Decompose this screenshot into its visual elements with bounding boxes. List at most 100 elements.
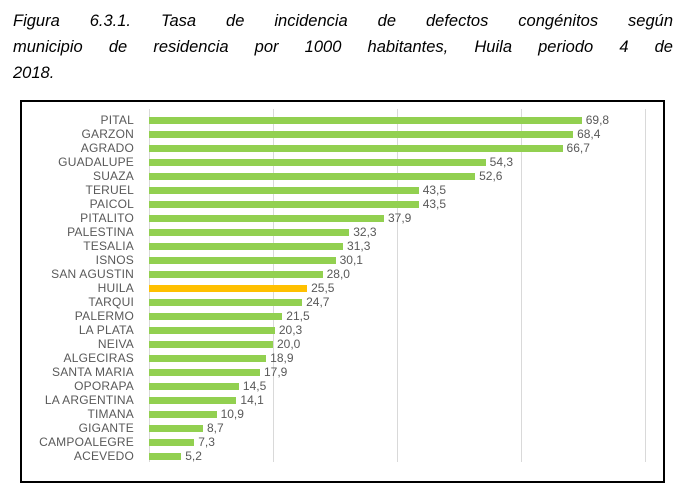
value-label: 54,3 bbox=[489, 155, 514, 169]
bar bbox=[149, 228, 350, 236]
bar bbox=[149, 214, 384, 222]
value-label: 31,3 bbox=[347, 239, 371, 253]
category-label: CAMPOALEGRE bbox=[39, 435, 134, 449]
chart-row: NEIVA 20,0 bbox=[22, 337, 663, 351]
chart-row: PITAL 69,8 bbox=[22, 113, 663, 127]
chart-row: PALERMO 21,5 bbox=[22, 309, 663, 323]
value-label: 5,2 bbox=[185, 449, 202, 463]
bar bbox=[149, 354, 267, 362]
value-label: 28,0 bbox=[326, 267, 350, 281]
category-label: PITAL bbox=[100, 113, 134, 127]
bar bbox=[149, 312, 283, 320]
value-label: 14,5 bbox=[242, 379, 267, 393]
bar bbox=[149, 396, 237, 404]
bar bbox=[149, 172, 476, 180]
bar bbox=[149, 186, 419, 194]
chart-row: CAMPOALEGRE 7,3 bbox=[22, 435, 663, 449]
value-label: 32,3 bbox=[353, 225, 377, 239]
value-label: 17,9 bbox=[263, 365, 288, 379]
chart-row: ALGECIRAS 18,9 bbox=[22, 351, 663, 365]
value-label: 7,3 bbox=[198, 435, 215, 449]
value-label: 20,0 bbox=[277, 337, 301, 351]
bar bbox=[149, 452, 182, 460]
chart-row: ISNOS 30,1 bbox=[22, 253, 663, 267]
chart-row: PAICOL 43,5 bbox=[22, 197, 663, 211]
chart-row: SANTA MARIA 17,9 bbox=[22, 365, 663, 379]
chart-row: PALESTINA 32,3 bbox=[22, 225, 663, 239]
bar bbox=[149, 368, 260, 376]
value-label: 20,3 bbox=[278, 323, 303, 337]
category-label: PAICOL bbox=[89, 197, 134, 211]
category-label: OPORAPA bbox=[74, 379, 134, 393]
category-label: ALGECIRAS bbox=[63, 351, 134, 365]
chart-row: LA ARGENTINA 14,1 bbox=[22, 393, 663, 407]
bar bbox=[149, 424, 203, 432]
bar bbox=[149, 256, 336, 264]
chart-row: GUADALUPE 54,3 bbox=[22, 155, 663, 169]
bar bbox=[149, 242, 344, 250]
bar bbox=[149, 270, 323, 278]
bar bbox=[149, 116, 582, 124]
category-label: TESALIA bbox=[83, 239, 134, 253]
category-label: HUILA bbox=[97, 281, 134, 295]
value-label: 43,5 bbox=[422, 197, 447, 211]
chart-row: TIMANA 10,9 bbox=[22, 407, 663, 421]
bar bbox=[149, 382, 239, 390]
bar bbox=[149, 438, 195, 446]
value-label: 69,8 bbox=[585, 113, 610, 127]
category-label: SANTA MARIA bbox=[52, 365, 134, 379]
chart-row: ACEVEDO 5,2 bbox=[22, 449, 663, 463]
category-label: SAN AGUSTIN bbox=[51, 267, 134, 281]
value-label: 43,5 bbox=[422, 183, 447, 197]
category-label: ISNOS bbox=[95, 253, 134, 267]
value-label: 30,1 bbox=[339, 253, 363, 267]
category-label: LA PLATA bbox=[78, 323, 134, 337]
chart-row: LA PLATA 20,3 bbox=[22, 323, 663, 337]
gridline-x-60 bbox=[521, 109, 522, 462]
category-label: ACEVEDO bbox=[73, 449, 134, 463]
chart-rows: PITAL 69,8 GARZON 68,4 AGRADO 66,7 GUADALUPE 54… bbox=[22, 113, 663, 463]
category-label: TARQUI bbox=[88, 295, 134, 309]
chart-row: GIGANTE 8,7 bbox=[22, 421, 663, 435]
category-label: PITALITO bbox=[80, 211, 134, 225]
category-label: PALESTINA bbox=[67, 225, 134, 239]
chart-row: OPORAPA 14,5 bbox=[22, 379, 663, 393]
chart-row: AGRADO 66,7 bbox=[22, 141, 663, 155]
category-label: SUAZA bbox=[92, 169, 134, 183]
category-label: GUADALUPE bbox=[58, 155, 134, 169]
chart-row: HUILA 25,5 bbox=[22, 281, 663, 295]
bar bbox=[149, 298, 303, 306]
value-label: 18,9 bbox=[270, 351, 294, 365]
category-label: TIMANA bbox=[87, 407, 134, 421]
category-label: AGRADO bbox=[80, 141, 134, 155]
figure-title-line-3: 2018. bbox=[13, 64, 55, 82]
bar-chart: PITAL 69,8 GARZON 68,4 AGRADO 66,7 GUADALUPE 54… bbox=[20, 100, 665, 483]
gridline-x-80 bbox=[645, 109, 646, 462]
value-label: 8,7 bbox=[206, 421, 224, 435]
bar bbox=[149, 326, 275, 334]
value-label: 25,5 bbox=[311, 281, 335, 295]
value-label: 68,4 bbox=[577, 127, 601, 141]
value-label: 52,6 bbox=[479, 169, 503, 183]
figure-title-line-1: Figura 6.3.1. Tasa de incidencia de defe… bbox=[13, 12, 673, 30]
bar bbox=[149, 158, 486, 166]
chart-row: GARZON 68,4 bbox=[22, 127, 663, 141]
bar bbox=[149, 130, 574, 138]
chart-row: PITALITO 37,9 bbox=[22, 211, 663, 225]
value-label: 21,5 bbox=[286, 309, 310, 323]
chart-row: SUAZA 52,6 bbox=[22, 169, 663, 183]
value-label: 24,7 bbox=[306, 295, 330, 309]
category-label: GARZON bbox=[81, 127, 134, 141]
value-label: 66,7 bbox=[566, 141, 590, 155]
value-label: 10,9 bbox=[220, 407, 244, 421]
chart-row: TERUEL 43,5 bbox=[22, 183, 663, 197]
figure-title: Figura 6.3.1. Tasa de incidencia de defe… bbox=[13, 8, 673, 86]
category-label: TERUEL bbox=[85, 183, 134, 197]
value-label: 14,1 bbox=[240, 393, 264, 407]
gridline-x-40 bbox=[397, 109, 398, 462]
category-label: NEIVA bbox=[97, 337, 134, 351]
category-label: PALERMO bbox=[74, 309, 134, 323]
bar bbox=[149, 340, 273, 348]
chart-row: TESALIA 31,3 bbox=[22, 239, 663, 253]
